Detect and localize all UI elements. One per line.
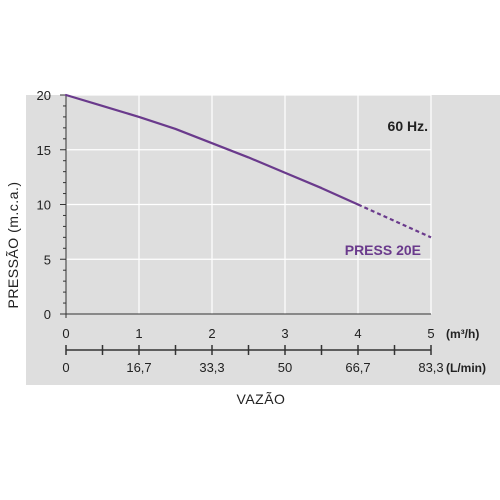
- x-tick-label-primary: 2: [208, 326, 215, 341]
- x-tick-label-secondary: 0: [62, 360, 69, 375]
- x-tick-label-secondary: 50: [278, 360, 292, 375]
- series-line: [64, 93, 360, 206]
- x-tick-label-primary: 5: [427, 326, 434, 341]
- axes: [60, 94, 432, 355]
- x-tick-label-primary: 3: [281, 326, 288, 341]
- y-tick-label: 10: [37, 198, 51, 213]
- series-line-extrapolated: [357, 203, 432, 239]
- series-layer: [64, 93, 432, 239]
- x-tick-label-primary: 1: [135, 326, 142, 341]
- y-tick-label: 0: [44, 307, 51, 322]
- labels: PRESSÃO (m.c.a.) VAZÃO 60 Hz. PRESS 20E …: [5, 88, 486, 407]
- x-tick-label-secondary: 83,3: [418, 360, 443, 375]
- frequency-annotation: 60 Hz.: [388, 118, 428, 134]
- y-tick-label: 20: [37, 88, 51, 103]
- x-tick-label-secondary: 16,7: [126, 360, 151, 375]
- x-tick-label-secondary: 33,3: [199, 360, 224, 375]
- x-tick-label-secondary: 66,7: [345, 360, 370, 375]
- x-tick-label-primary: 4: [354, 326, 361, 341]
- x-unit-primary: (m³/h): [446, 327, 479, 341]
- x-unit-secondary: (L/min): [446, 361, 486, 375]
- x-axis-title: VAZÃO: [237, 391, 286, 407]
- y-tick-label: 5: [44, 252, 51, 267]
- y-tick-label: 15: [37, 143, 51, 158]
- x-tick-label-primary: 0: [62, 326, 69, 341]
- series-label: PRESS 20E: [345, 242, 421, 258]
- y-axis-title: PRESSÃO (m.c.a.): [5, 181, 21, 308]
